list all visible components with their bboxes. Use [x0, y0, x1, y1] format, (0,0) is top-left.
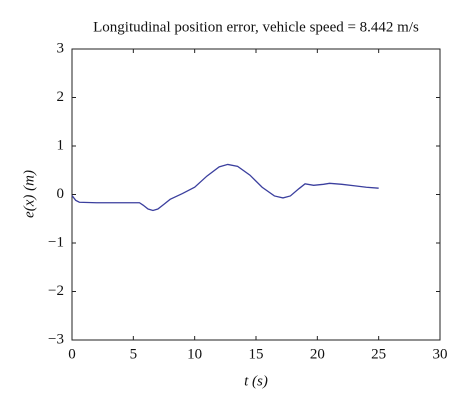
plot-frame [71, 48, 441, 341]
x-tick-label: 20 [310, 346, 325, 362]
data-line [71, 163, 379, 212]
chart-title: Longitudinal position error, vehicle spe… [93, 19, 419, 35]
y-axis-label: e(x) (m) [21, 170, 37, 218]
y-tick-label: 0 [57, 186, 65, 202]
x-tick-label: 0 [68, 346, 76, 362]
x-tick-label: 10 [187, 346, 202, 362]
y-tick-label: −2 [48, 283, 64, 299]
x-tick-label: 25 [371, 346, 386, 362]
y-tick-label: −3 [48, 331, 64, 347]
y-tick-label: 3 [57, 40, 65, 56]
x-tick-label: 15 [249, 346, 264, 362]
x-tick-label: 30 [433, 346, 448, 362]
y-tick-label: 1 [57, 137, 65, 153]
x-tick-label: 5 [130, 346, 138, 362]
x-axis-label: t (s) [244, 373, 268, 389]
y-tick-label: 2 [57, 89, 65, 105]
y-tick-label: −1 [48, 234, 64, 250]
